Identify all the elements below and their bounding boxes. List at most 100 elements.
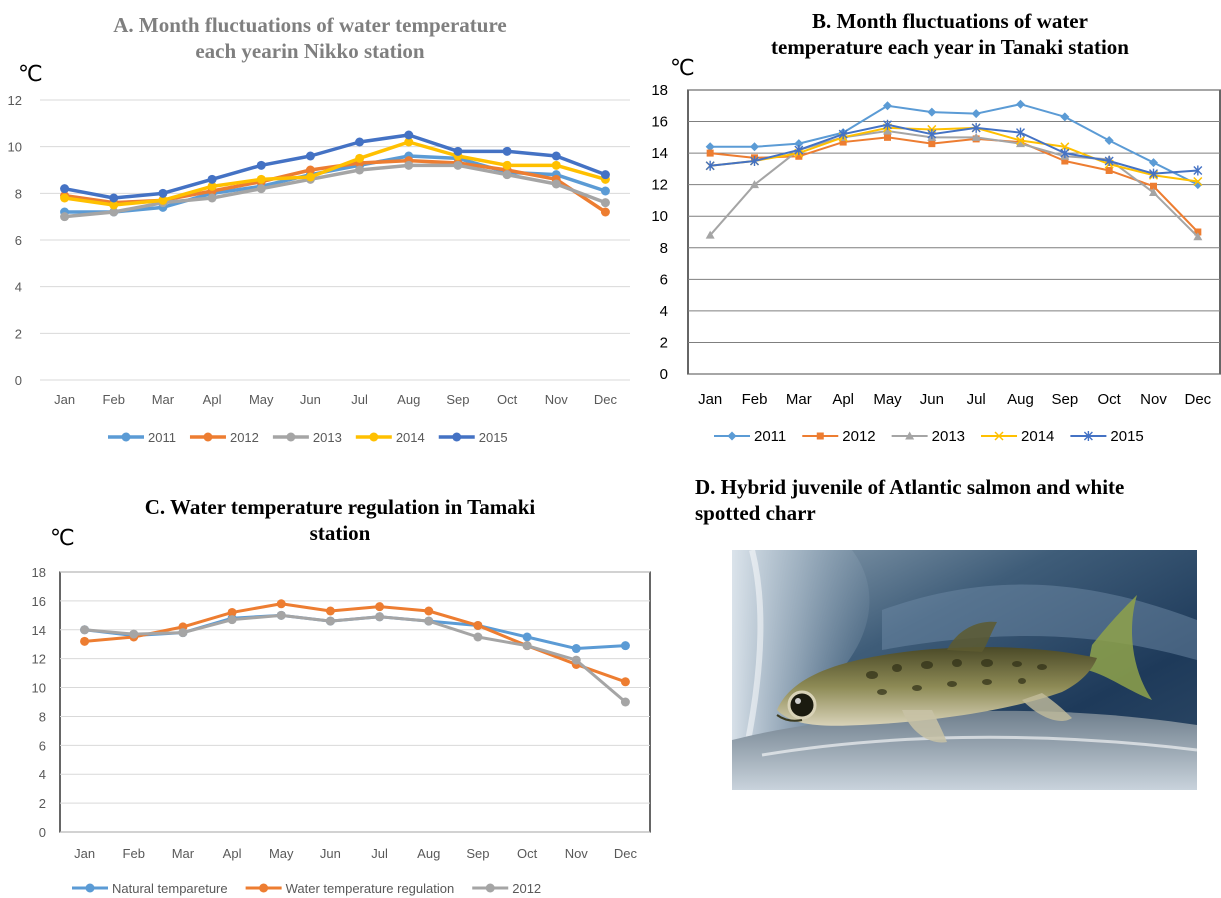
chart-b-ytick-label: 10 [651,208,668,225]
chart-a-xtick-label: May [249,392,274,407]
chart-a-legend-label: 2011 [148,430,176,445]
chart-b-legend-marker [1083,431,1093,441]
chart-b-xtick-label: Sep [1051,391,1078,408]
chart-c-svg: 0 2 4 6 8 10 12 14 16 18 Jan Feb Mar Apl May Jun Jul Aug S… [32,565,651,896]
chart-b-legend-label: 2013 [932,428,965,445]
chart-a-xtick-label: Aug [397,392,420,407]
chart-c-data-point [80,625,90,635]
chart-c-xtick-label: Oct [517,846,538,861]
chart-c-data-point [276,599,286,609]
chart-a-legend-marker [286,432,296,442]
chart-a-data-point [502,146,512,156]
chart-c-xtick-label: Feb [123,846,145,861]
chart-b-title-line-2: temperature each year in Tanaki station [771,35,1129,59]
chart-b-legend-marker [905,431,915,440]
chart-b-data-point [883,101,892,111]
chart-b-xtick-label: Jan [698,391,722,408]
chart-b-series-line [710,123,1198,175]
chart-b-data-point [971,122,981,133]
chart-a-data-point [453,160,463,170]
chart-b-legend: 2011 2012 2013 2014 2015 [714,428,1144,445]
chart-b-xtick-label: Aug [1007,391,1034,408]
chart-c-data-point [424,606,434,616]
chart-a-data-point [551,179,561,189]
chart-a-xtick-label: Jan [54,392,75,407]
chart-c-xtick-label: Apl [223,846,242,861]
fish-photo-illustration [732,550,1197,790]
chart-b-unit-label: ℃ [670,56,695,81]
chart-a-xtick-label: Jul [351,392,368,407]
chart-a-data-point [551,151,561,161]
chart-a-data-point [600,198,610,208]
chart-a-xtick-label: Oct [497,392,518,407]
chart-c-title-line-2: station [309,521,371,545]
chart-b-data-point [795,152,803,160]
chart-a-data-point [502,170,512,180]
chart-b-data-point [705,142,715,152]
chart-a-data-point [109,200,119,210]
chart-a-svg: 0 2 4 6 8 10 12 Jan Feb Mar Apl May Jun Jul Aug Sep Oct N… [8,93,630,445]
chart-b-series-line [710,103,1199,186]
chart-a-series-3 [60,137,610,210]
chart-b-data-point [1060,112,1070,122]
chart-c-legend-marker [85,883,95,893]
chart-c-ytick-label: 14 [32,623,46,638]
chart-c-legend-label: 2012 [512,881,541,896]
chart-b-data-point [1193,165,1203,176]
chart-c-ytick-label: 2 [39,796,46,811]
chart-a-data-point [355,165,365,175]
chart-c-data-point [620,641,630,651]
chart-b-ytick-label: 12 [651,177,668,194]
chart-a-ytick-label: 4 [15,280,22,295]
chart-b-data-point [1150,182,1157,190]
chart-a-legend-marker [203,432,213,442]
chart-b-data-point [750,156,759,166]
chart-b-legend-marker [816,432,824,440]
chart-a-data-point [256,184,266,194]
chart-a-title: A. Month fluctuations of water temperatu… [30,12,590,64]
chart-c-title: C. Water temperature regulation in Tamak… [70,494,610,546]
chart-c-ytick-label: 12 [32,652,46,667]
chart-b-ytick-label: 18 [651,82,668,99]
chart-c-data-point [80,636,90,646]
chart-c-legend: Natural tempareture Water temperature reg… [72,881,541,896]
chart-b-data-point [1149,188,1158,197]
chart-b-legend-marker [727,431,737,441]
chart-b-data-point [750,180,759,189]
chart-a-data-point [109,193,119,203]
chart-b-data-point [1104,156,1114,166]
chart-b-legend-marker [994,431,1004,441]
chart-c-series-line [84,613,627,704]
chart-c-xtick-label: Jul [371,846,388,861]
chart-b-data-point [883,119,892,130]
chart-c-legend-marker [485,883,495,893]
chart-a-data-point [355,137,365,147]
chart-c-data-point [227,615,237,625]
chart-c-ytick-label: 0 [39,825,46,840]
chart-b-data-point [1193,232,1203,241]
chart-a-data-point [207,193,217,203]
chart-a-legend-marker [452,432,462,442]
chart-a-data-point [404,160,414,170]
chart-b-data-point [971,109,981,119]
chart-c-data-point [276,610,286,620]
chart-a-data-point [207,174,217,184]
chart-c-data-point [571,655,581,665]
chart-a-series-line [64,133,607,200]
chart-b-data-point [1061,157,1069,165]
chart-a-data-point [305,165,315,175]
chart-c-xtick-label: May [269,846,294,861]
chart-c-data-point [424,616,434,626]
chart-c-data-point [375,602,385,612]
chart-b-data-point [971,132,981,141]
chart-b-data-point [884,133,891,141]
chart-a-ytick-label: 2 [15,326,22,341]
chart-c-data-point [522,641,532,651]
chart-b-data-point [1193,176,1203,187]
chart-a-xtick-label: Dec [594,392,618,407]
chart-a-data-point [158,195,168,205]
chart-c-ytick-label: 8 [39,709,46,724]
chart-a-ytick-label: 8 [15,186,22,201]
chart-c-unit-label: ℃ [50,526,75,551]
chart-c-ytick-label: 16 [32,594,46,609]
